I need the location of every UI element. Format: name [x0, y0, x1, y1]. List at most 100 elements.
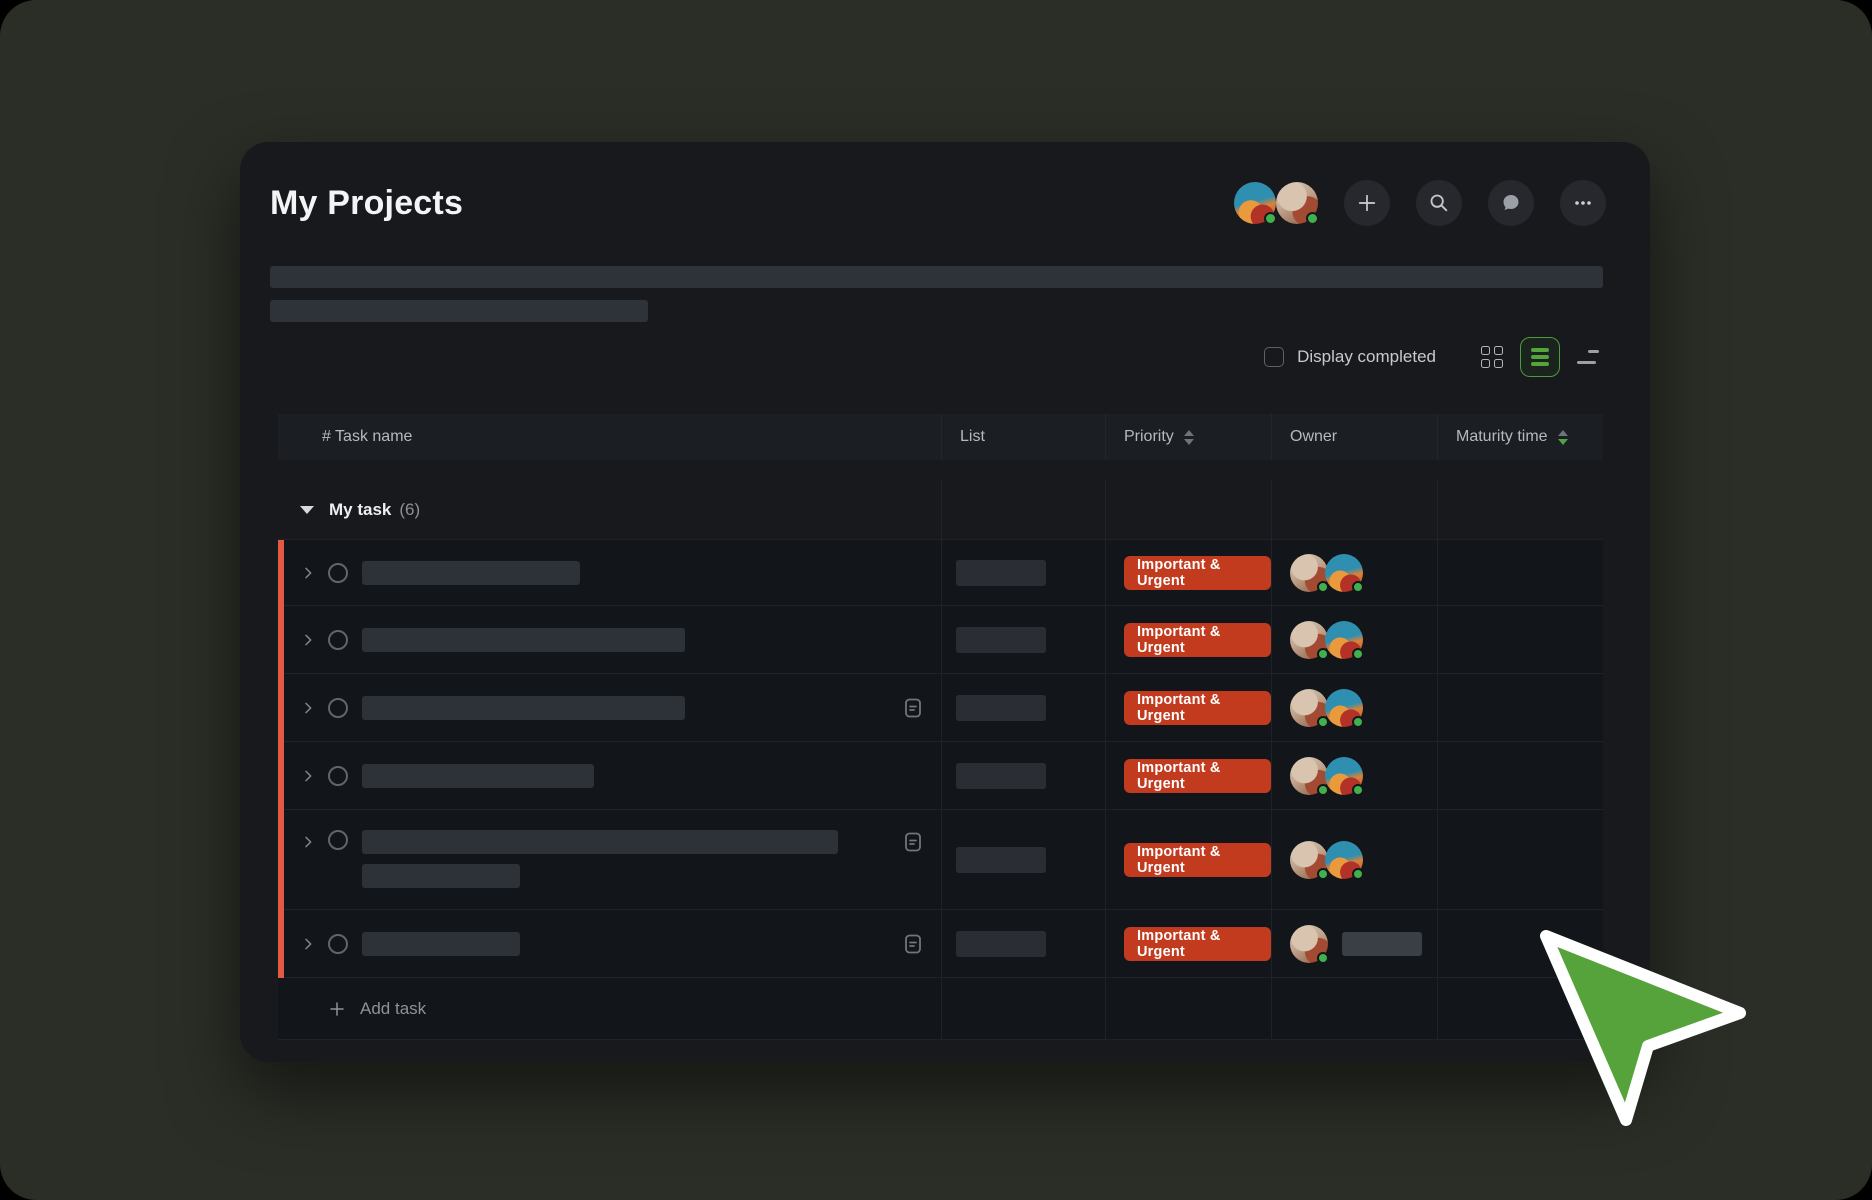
owner-avatar[interactable]: [1290, 553, 1329, 593]
online-dot: [1264, 212, 1277, 225]
owner-avatar[interactable]: [1290, 620, 1329, 660]
chat-button[interactable]: [1488, 180, 1534, 226]
search-icon: [1430, 194, 1448, 212]
list-icon: [1531, 348, 1549, 366]
header-actions: [1234, 180, 1606, 226]
member-avatars: [1234, 182, 1319, 225]
note-icon[interactable]: [903, 697, 923, 719]
expand-chevron-icon[interactable]: [300, 834, 316, 850]
add-button[interactable]: [1344, 180, 1390, 226]
priority-badge[interactable]: Important & Urgent: [1124, 690, 1271, 725]
list-view-button[interactable]: [1520, 337, 1560, 377]
column-header-priority[interactable]: Priority: [1106, 414, 1272, 460]
task-table: # Task name List Priority Owner Maturity…: [278, 414, 1603, 1040]
table-row[interactable]: Important & Urgent: [278, 540, 1603, 606]
task-status-circle[interactable]: [328, 629, 348, 650]
owner-avatar[interactable]: [1290, 924, 1329, 964]
timeline-icon: [1577, 349, 1599, 365]
plus-icon: [330, 1001, 344, 1016]
owner-avatar[interactable]: [1325, 553, 1364, 593]
task-status-circle[interactable]: [328, 562, 348, 583]
maturity-cell: [1438, 606, 1603, 673]
priority-badge[interactable]: Important & Urgent: [1124, 926, 1271, 961]
column-header-task[interactable]: # Task name: [278, 414, 942, 460]
table-row[interactable]: Important & Urgent: [278, 810, 1603, 910]
table-row[interactable]: Important & Urgent: [278, 742, 1603, 810]
list-placeholder: [956, 930, 1046, 957]
sort-icon[interactable]: [1183, 429, 1194, 445]
online-dot: [1317, 647, 1329, 660]
task-name-placeholder: [362, 627, 685, 652]
priority-badge[interactable]: Important & Urgent: [1124, 758, 1271, 793]
group-label: My task: [329, 499, 392, 519]
expand-chevron-icon[interactable]: [300, 936, 316, 952]
list-placeholder: [956, 846, 1046, 873]
timeline-view-button[interactable]: [1568, 337, 1608, 377]
task-status-circle[interactable]: [328, 933, 348, 954]
maturity-cell: [1438, 540, 1603, 605]
expand-chevron-icon[interactable]: [300, 700, 316, 716]
column-header-maturity[interactable]: Maturity time: [1438, 414, 1603, 460]
note-icon[interactable]: [903, 933, 923, 955]
list-placeholder: [956, 694, 1046, 721]
collapse-caret-icon[interactable]: [300, 505, 314, 514]
more-button[interactable]: [1560, 180, 1606, 226]
list-placeholder: [956, 626, 1046, 653]
group-row: My task (6): [278, 480, 1603, 540]
add-task-label: Add task: [360, 998, 427, 1018]
sort-desc-icon[interactable]: [1557, 429, 1568, 445]
priority-badge[interactable]: Important & Urgent: [1124, 842, 1271, 877]
owner-avatar[interactable]: [1325, 688, 1364, 728]
task-name-placeholder: [362, 695, 685, 720]
online-dot: [1317, 783, 1329, 796]
group-count: (6): [399, 499, 421, 519]
expand-chevron-icon[interactable]: [300, 632, 316, 648]
column-header-list[interactable]: List: [942, 414, 1106, 460]
grid-icon: [1481, 346, 1503, 368]
owner-avatar[interactable]: [1325, 756, 1364, 796]
owner-avatar[interactable]: [1325, 840, 1364, 880]
online-dot: [1352, 783, 1364, 796]
online-dot: [1352, 647, 1364, 660]
projects-card: My Projects Display completed: [240, 142, 1650, 1062]
avatar[interactable]: [1234, 182, 1277, 225]
avatar[interactable]: [1276, 182, 1319, 225]
online-dot: [1352, 580, 1364, 593]
expand-chevron-icon[interactable]: [300, 565, 316, 581]
expand-chevron-icon[interactable]: [300, 768, 316, 784]
task-name-placeholder: [362, 830, 838, 854]
online-dot: [1352, 867, 1364, 880]
list-placeholder: [956, 559, 1046, 586]
online-dot: [1352, 715, 1364, 728]
table-row[interactable]: Important & Urgent: [278, 910, 1603, 978]
chat-icon: [1503, 195, 1519, 210]
description-placeholder-line: [270, 300, 648, 322]
priority-badge[interactable]: Important & Urgent: [1124, 555, 1271, 590]
owner-avatar[interactable]: [1325, 620, 1364, 660]
online-dot: [1317, 715, 1329, 728]
display-completed-checkbox[interactable]: [1264, 347, 1285, 367]
column-header-owner[interactable]: Owner: [1272, 414, 1438, 460]
table-header: # Task name List Priority Owner Maturity…: [278, 414, 1603, 460]
search-button[interactable]: [1416, 180, 1462, 226]
view-controls: Display completed: [1264, 336, 1608, 378]
description-placeholder-line: [270, 266, 1603, 288]
task-status-circle[interactable]: [328, 830, 348, 850]
owner-avatar[interactable]: [1290, 688, 1329, 728]
table-row[interactable]: Important & Urgent: [278, 674, 1603, 742]
add-task-row[interactable]: Add task: [278, 978, 1603, 1040]
note-icon[interactable]: [903, 831, 923, 853]
maturity-cell: [1438, 810, 1603, 909]
task-name-placeholder: [362, 560, 580, 585]
grid-view-button[interactable]: [1472, 337, 1512, 377]
task-name-placeholder: [362, 931, 520, 956]
task-status-circle[interactable]: [328, 765, 348, 786]
priority-badge[interactable]: Important & Urgent: [1124, 622, 1271, 657]
table-row[interactable]: Important & Urgent: [278, 606, 1603, 674]
owner-avatar[interactable]: [1290, 840, 1329, 880]
owner-avatar[interactable]: [1290, 756, 1329, 796]
view-toggle-group: [1472, 337, 1608, 377]
task-status-circle[interactable]: [328, 697, 348, 718]
table-body: My task (6) Important & Urgent: [278, 480, 1603, 1040]
